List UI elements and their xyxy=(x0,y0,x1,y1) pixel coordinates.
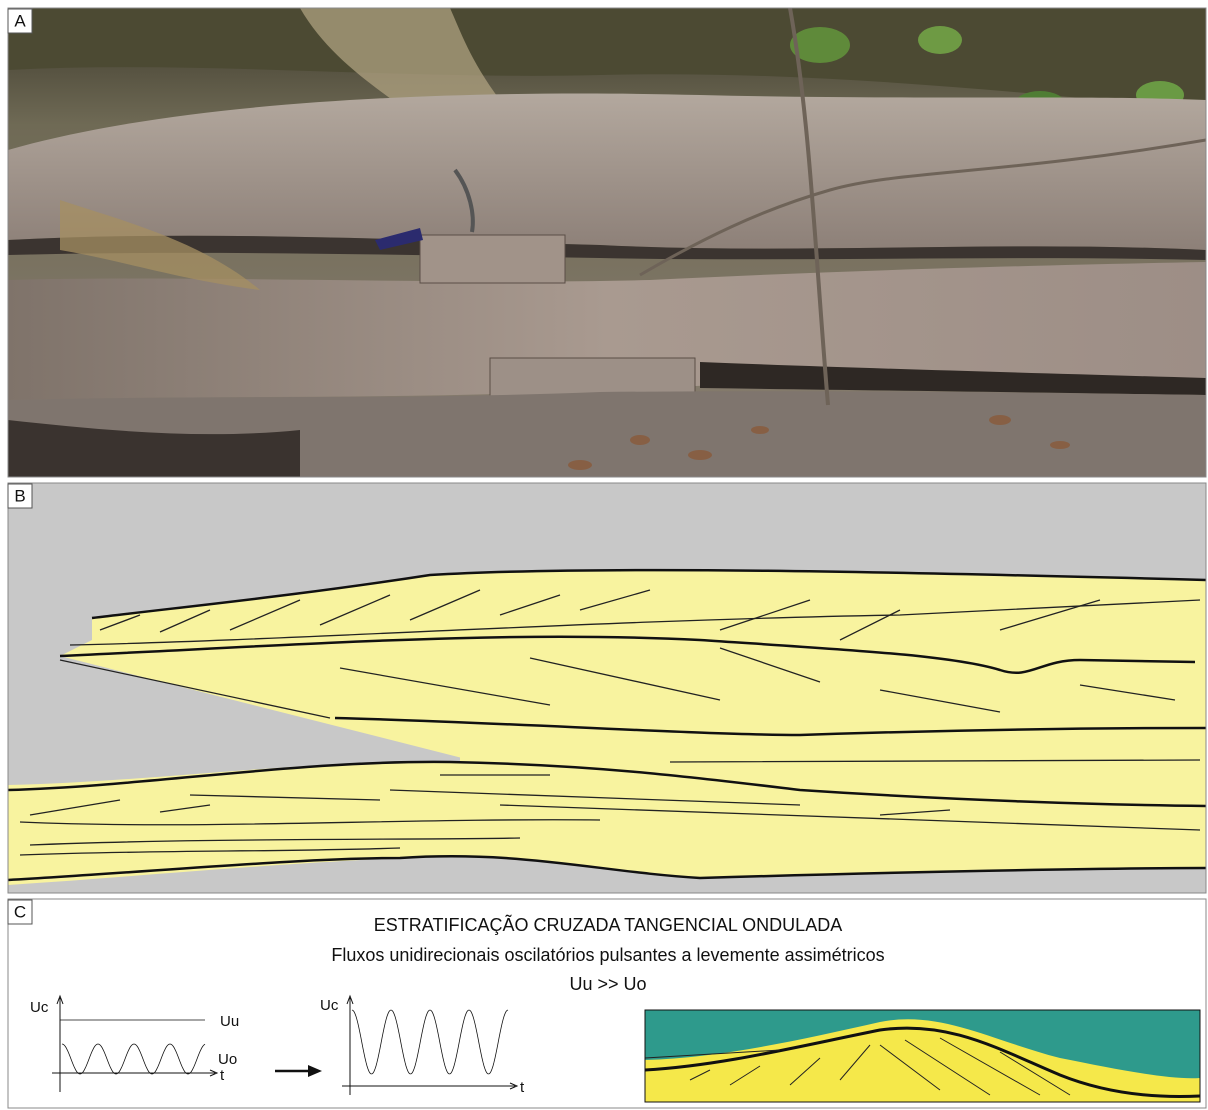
sketch xyxy=(8,483,1208,893)
panel-subtitle: Fluxos unidirecionais oscilatórios pulsa… xyxy=(331,945,884,965)
bedform-sketch xyxy=(645,1010,1200,1102)
axis-label: Uc xyxy=(30,999,49,1016)
line-label: Uu xyxy=(220,1013,239,1030)
panel-label: A xyxy=(14,11,26,30)
relation: Uu >> Uo xyxy=(569,974,646,994)
line-label: Uo xyxy=(218,1051,237,1068)
panel-label: B xyxy=(14,486,25,505)
figure: A B C ESTRATIFICAÇÃO CRUZADA TANGENCIAL … xyxy=(0,0,1208,1110)
axis-label: Uc xyxy=(320,997,339,1014)
photo xyxy=(8,8,1206,477)
panel-label: C xyxy=(14,902,26,921)
panel-title: ESTRATIFICAÇÃO CRUZADA TANGENCIAL ONDULA… xyxy=(374,914,842,935)
